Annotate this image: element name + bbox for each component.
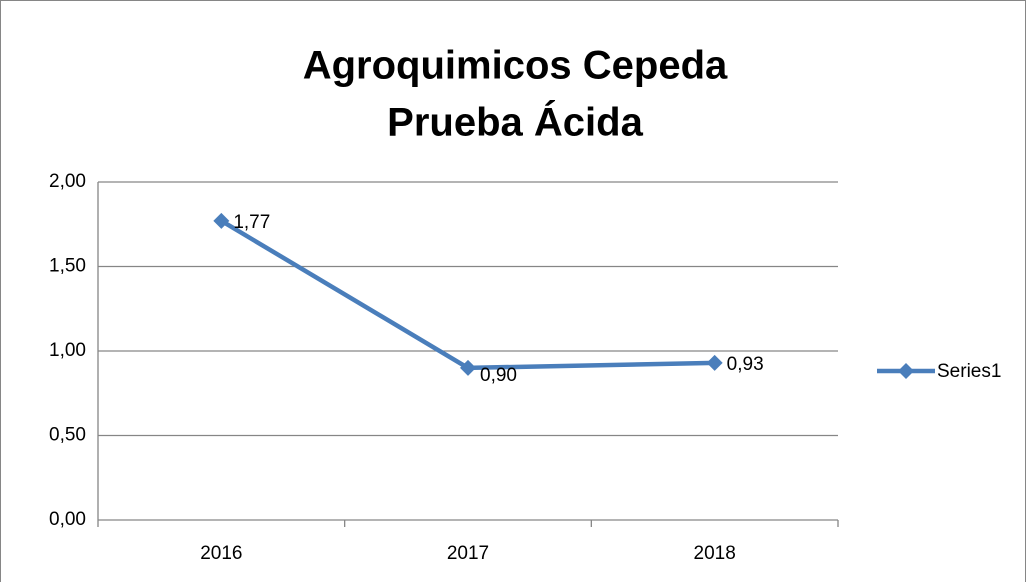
x-tick-label: 2017 xyxy=(447,543,489,564)
y-tick-label: 0,00 xyxy=(49,509,86,530)
y-tick-label: 0,50 xyxy=(49,425,86,446)
marker xyxy=(213,212,230,229)
data-label: 1,77 xyxy=(233,212,270,233)
data-label: 0,93 xyxy=(727,354,764,375)
x-tick-label: 2018 xyxy=(694,543,736,564)
chart-title: Agroquimicos Cepeda xyxy=(303,44,728,88)
chart-title: Prueba Ácida xyxy=(387,100,643,145)
y-tick-label: 1,50 xyxy=(49,256,86,277)
legend-marker xyxy=(898,363,914,379)
marker xyxy=(460,359,476,376)
marker xyxy=(706,354,723,371)
x-tick-label: 2016 xyxy=(200,543,242,564)
y-tick-label: 2,00 xyxy=(49,171,86,192)
legend-label: Series1 xyxy=(937,361,1001,382)
data-label: 0,90 xyxy=(480,365,517,386)
y-tick-label: 1,00 xyxy=(49,340,86,361)
